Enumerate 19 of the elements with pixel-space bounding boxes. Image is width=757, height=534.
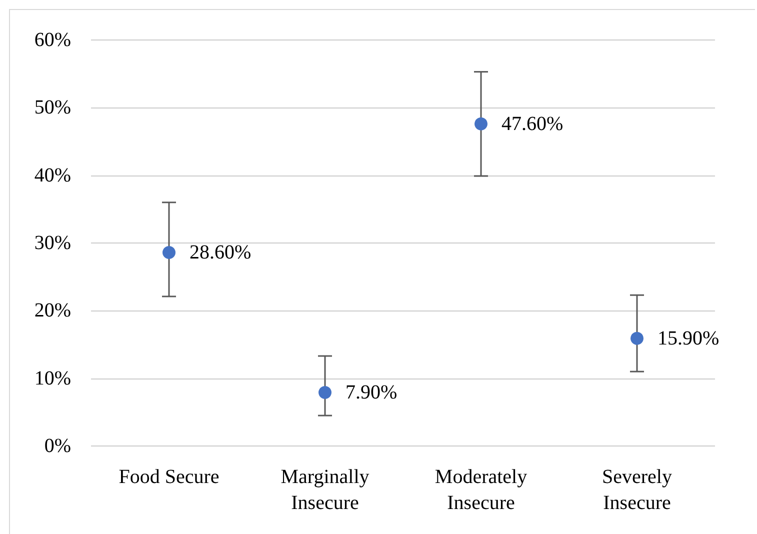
data-label: 28.60% [190,241,252,264]
x-tick-label: Marginally Insecure [280,466,370,514]
point [318,386,332,400]
y-tick-label: 50% [34,96,71,119]
y-tick-label: 10% [34,367,71,390]
y-tick-label: 60% [34,29,71,51]
point [474,117,488,130]
x-tick-label: Food Secure [118,466,220,488]
y-tick-label: 40% [34,164,71,186]
x-tick-label: Moderately Insecure [434,466,528,514]
y-tick-label: 30% [34,232,71,254]
data-label: 7.90% [346,382,398,404]
y-tick-label: 20% [34,300,71,322]
x-tick-label: Severely Insecure [602,466,672,514]
data-label: 47.60% [502,112,564,135]
point [162,246,176,259]
data-label: 15.90% [658,327,720,350]
point [630,332,644,345]
y-tick-label: 0% [44,435,71,457]
